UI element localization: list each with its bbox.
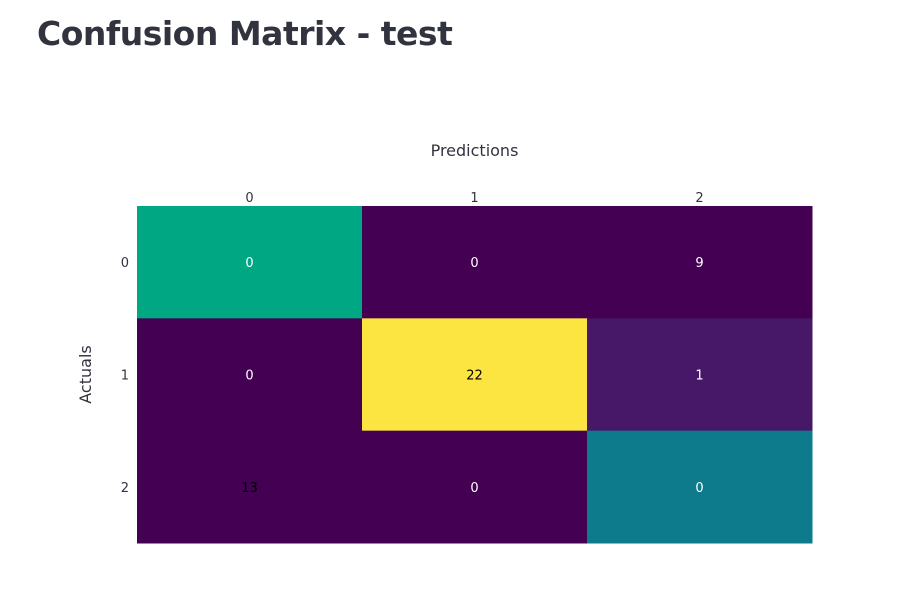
heatmap-cell: [587, 206, 813, 319]
heatmap-cell: [362, 318, 588, 432]
x-tick-label: 2: [695, 191, 703, 206]
cell-value-label: 22: [466, 369, 483, 384]
y-tick-label: 0: [121, 256, 129, 271]
y-tick-label: 2: [121, 481, 129, 496]
heatmap-cell: [587, 318, 813, 432]
heatmap-cell: [137, 206, 363, 319]
cell-value-label: 0: [245, 369, 253, 384]
heatmap-cell: [137, 318, 363, 432]
heatmap-cell: [362, 206, 588, 319]
heatmap-cell: [362, 430, 588, 544]
y-axis-title: Actuals: [76, 345, 95, 403]
cell-value-label: 0: [470, 256, 478, 271]
page-title: Confusion Matrix - test: [37, 14, 453, 53]
cell-value-label: 9: [695, 256, 703, 271]
y-tick-label: 1: [121, 369, 129, 384]
x-tick-label: 1: [470, 191, 478, 206]
cell-value-label: 13: [241, 481, 258, 496]
cell-value-label: 0: [695, 481, 703, 496]
heatmap-cell: [587, 430, 813, 544]
x-axis-title: Predictions: [431, 141, 519, 160]
x-tick-label: 0: [245, 191, 253, 206]
cell-value-label: 0: [245, 256, 253, 271]
heatmap-cell: [137, 430, 363, 544]
cell-value-label: 0: [470, 481, 478, 496]
cell-value-label: 1: [695, 369, 703, 384]
